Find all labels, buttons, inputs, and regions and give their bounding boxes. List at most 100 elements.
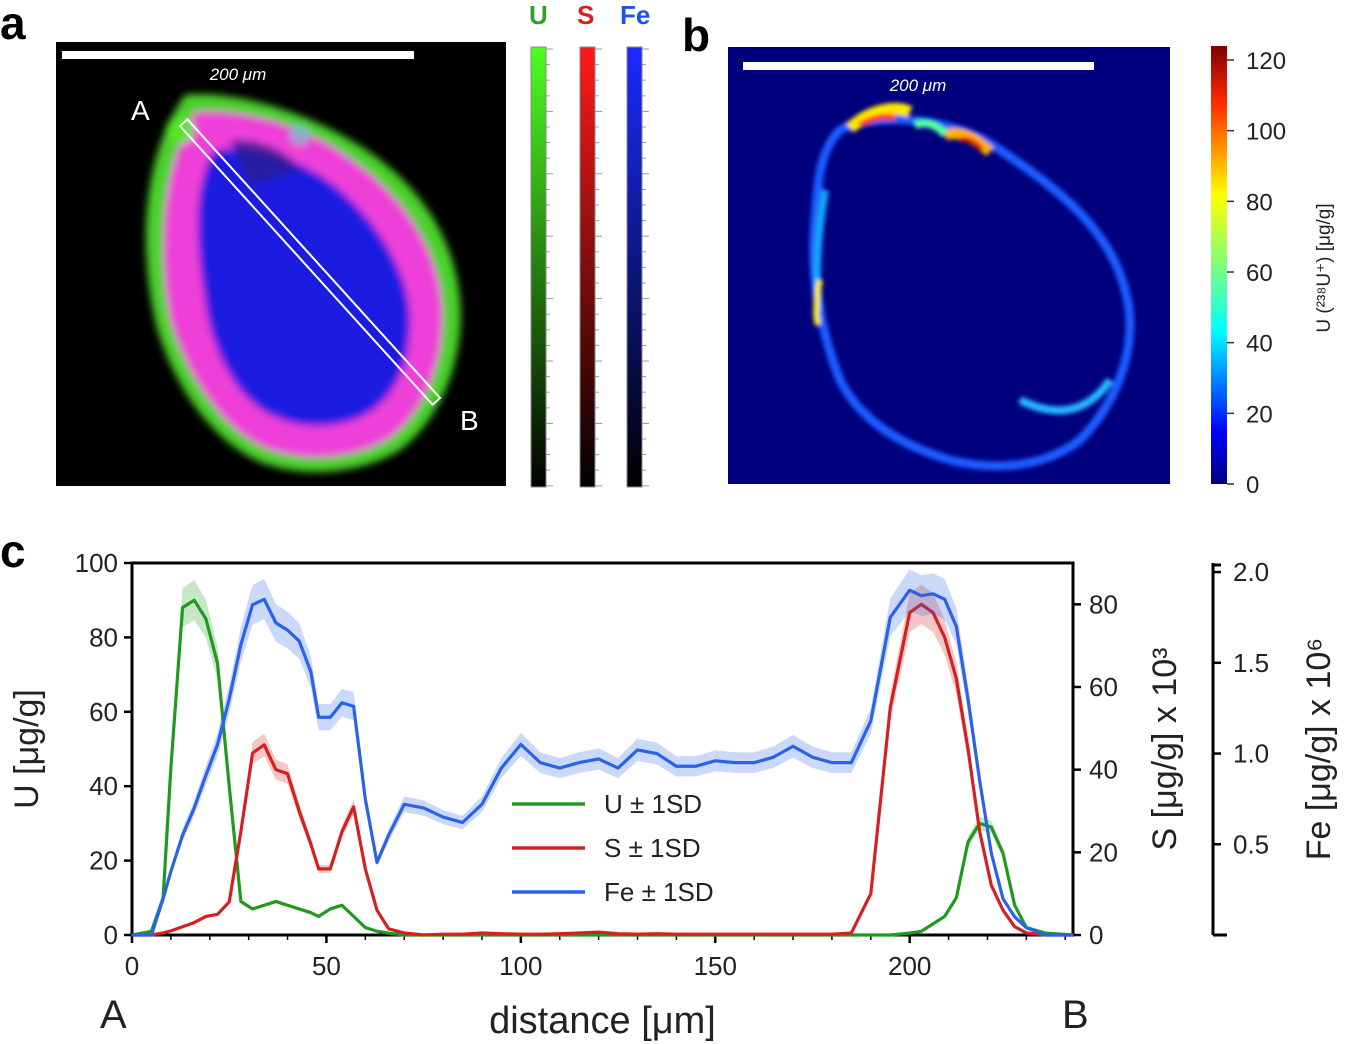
fe-point — [193, 807, 196, 809]
s-point — [1025, 932, 1028, 934]
fe-point — [364, 798, 367, 800]
u-point — [251, 908, 254, 910]
fe-point — [181, 834, 184, 836]
fe-point — [889, 616, 892, 619]
fe-point — [578, 761, 580, 764]
s-point — [352, 806, 355, 808]
colorbar-b-tick-label: 0 — [1246, 472, 1259, 499]
fe-point — [772, 756, 775, 758]
fe-point — [228, 698, 231, 700]
u-axis-tick-label: 40 — [89, 771, 118, 801]
s-point — [597, 931, 600, 933]
colorbar-b-tick-label: 20 — [1246, 401, 1273, 428]
fe-point — [967, 698, 969, 700]
u-point — [193, 599, 196, 601]
fe-point — [275, 622, 277, 624]
fe-axis-tick-label: 1.0 — [1233, 739, 1269, 769]
s-point — [240, 830, 242, 833]
s-point — [1013, 925, 1016, 928]
fe-point — [352, 705, 355, 708]
scale-bar-b-label: 200 μm — [889, 76, 947, 95]
s-point — [263, 744, 266, 746]
s-point — [317, 868, 320, 870]
u-point — [597, 934, 600, 936]
s-point — [733, 933, 736, 935]
u-point — [955, 897, 958, 899]
u-point — [920, 930, 923, 933]
fe-point — [1002, 897, 1004, 900]
u-point — [850, 934, 853, 936]
s-axis-title: S [μg/g] x 10³ — [1146, 648, 1184, 851]
fe-point — [317, 716, 320, 719]
s-point — [967, 748, 969, 750]
s-point — [162, 932, 164, 934]
fe-point — [811, 756, 814, 758]
fe-point — [422, 807, 425, 809]
fe-point — [539, 761, 542, 764]
legend-label-s: S ± 1SD — [604, 833, 701, 863]
fe-point — [150, 934, 153, 936]
u-point — [181, 606, 184, 609]
fe-series-line — [132, 588, 1073, 937]
fe-axis-tick-label: 1.5 — [1233, 648, 1269, 678]
x-tick-label: 50 — [312, 951, 341, 981]
s-axis-tick-label: 40 — [1089, 755, 1118, 785]
u-axis-tick-label: 60 — [89, 697, 118, 727]
s-point — [461, 933, 464, 935]
fe-point — [920, 594, 923, 597]
scale-bar-a — [62, 51, 414, 59]
s-axis-tick-label: 0 — [1089, 920, 1103, 950]
fe-point — [310, 671, 312, 673]
s-point — [403, 932, 405, 934]
s-axis-tick-label: 20 — [1089, 837, 1118, 867]
s-point — [341, 830, 343, 833]
s-point — [636, 933, 639, 935]
colorbar-u-header: U — [529, 0, 548, 30]
fe-point — [943, 598, 946, 601]
fe-point — [170, 870, 172, 873]
fe-point — [442, 816, 444, 818]
colorbar-b-tick-label: 100 — [1246, 119, 1286, 146]
u-point — [341, 904, 343, 907]
s-point — [228, 901, 231, 903]
u-point — [298, 908, 301, 910]
s-point — [520, 933, 522, 935]
s-point — [364, 868, 367, 870]
fe-point — [1044, 934, 1047, 936]
s-point — [753, 933, 755, 935]
u-point — [889, 934, 892, 936]
s-point — [990, 884, 993, 887]
u-point — [228, 785, 231, 787]
fe-point — [1025, 926, 1028, 929]
s-point — [422, 934, 425, 936]
u-point — [932, 923, 934, 925]
fe-point — [329, 716, 332, 719]
fe-point — [695, 765, 697, 768]
fe-point — [500, 767, 503, 769]
fe-point — [205, 774, 207, 777]
u-axis-tick-label: 20 — [89, 846, 118, 876]
scale-bar-b — [743, 62, 1094, 70]
fe-point — [216, 743, 219, 746]
u-point — [205, 618, 207, 620]
u-point — [275, 900, 277, 903]
x-tick-label: 0 — [125, 951, 139, 981]
s-point — [656, 932, 658, 935]
x-tick-label: 200 — [888, 951, 931, 981]
colorbar-b-tick-label: 80 — [1246, 189, 1273, 216]
u-point — [263, 904, 266, 907]
u-point — [286, 904, 289, 907]
colorbar-b-tick-label: 120 — [1246, 48, 1286, 75]
s-point — [558, 932, 561, 935]
fe-point — [520, 743, 522, 746]
s-point — [889, 706, 892, 709]
fe-point — [286, 629, 289, 631]
u-point — [1013, 904, 1016, 907]
s-point — [908, 611, 911, 614]
colorbar-uranium-label: U (²³⁸U⁺) [μg/g] — [1314, 203, 1335, 332]
x-axis-start-label: A — [100, 993, 127, 1037]
u-axis-title: U [μg/g] — [8, 689, 46, 809]
colorbar-s-header: S — [577, 0, 595, 30]
fe-point — [403, 803, 405, 806]
u-point — [481, 934, 483, 936]
